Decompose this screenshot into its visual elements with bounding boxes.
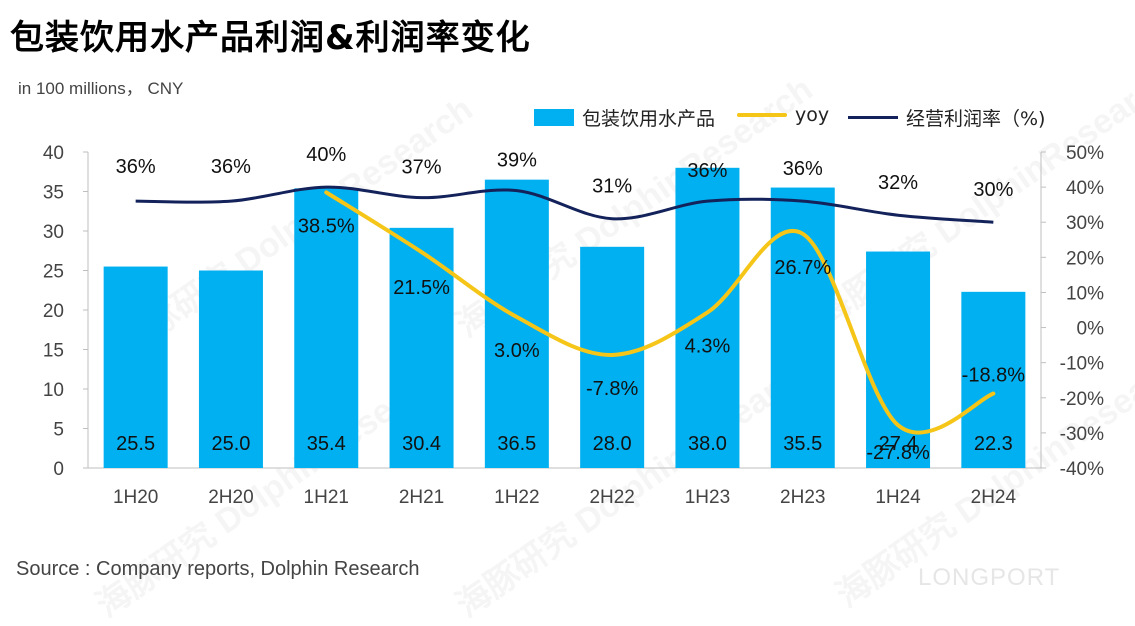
legend-swatch-margin	[848, 116, 898, 119]
combo-chart: 0 5 10 15 20 25 30 35 40 -40% -30% -20% -10% 0% 10% 20%…	[43, 143, 1105, 508]
bar	[198, 270, 263, 468]
right-axis-tick-label: -10%	[1060, 354, 1104, 375]
bar-value-label: 22.3	[974, 433, 1013, 455]
x-axis-tick-label: 1H23	[685, 487, 730, 508]
chart-title: 包装饮用水产品利润&利润率变化	[10, 18, 531, 58]
left-axis-tick-label: 30	[43, 222, 64, 243]
yoy-data-label: -7.8%	[586, 378, 638, 400]
bar-value-label: 25.5	[116, 433, 155, 455]
right-axis-tick-label: 10%	[1066, 283, 1104, 304]
right-axis-tick-label: 20%	[1066, 248, 1104, 269]
x-axis-tick-label: 2H20	[208, 487, 253, 508]
right-axis-tick-label: -20%	[1060, 389, 1104, 410]
bar	[103, 266, 168, 468]
x-axis-tick-label: 2H21	[399, 487, 444, 508]
source-note: Source : Company reports, Dolphin Resear…	[16, 558, 420, 580]
legend-item-bar: 包装饮用水产品	[534, 104, 715, 131]
bar	[580, 246, 645, 468]
left-axis-tick-label: 35	[43, 183, 64, 204]
yoy-data-label: 21.5%	[393, 277, 450, 299]
bar-value-label: 35.4	[307, 433, 346, 455]
left-axis-tick-label: 40	[43, 143, 64, 164]
legend-swatch-bar	[534, 109, 574, 126]
bar-value-label: 28.0	[593, 433, 632, 455]
margin-data-label: 36%	[783, 158, 823, 180]
yoy-data-label: 38.5%	[298, 215, 355, 237]
bar	[294, 188, 359, 468]
left-axis-tick-label: 10	[43, 380, 64, 401]
bar	[484, 179, 549, 468]
legend-label-margin: 经营利润率（%)	[906, 108, 1046, 130]
bar-value-label: 25.0	[211, 433, 250, 455]
legend-item-margin: 经营利润率（%)	[848, 104, 1045, 131]
left-axis-tick-label: 0	[53, 459, 64, 480]
margin-data-label: 36%	[116, 156, 156, 178]
legend-label-bar: 包装饮用水产品	[582, 108, 716, 130]
right-axis-tick-label: 30%	[1066, 213, 1104, 234]
right-axis-tick-label: -30%	[1060, 424, 1104, 445]
x-axis-tick-label: 1H21	[304, 487, 349, 508]
margin-data-label: 36%	[211, 156, 251, 178]
margin-data-label: 40%	[306, 144, 346, 166]
bar	[961, 291, 1026, 468]
margin-data-label: 31%	[592, 176, 632, 198]
yoy-data-label: 4.3%	[685, 335, 731, 357]
x-axis-tick-label: 1H22	[494, 487, 539, 508]
x-axis-tick-label: 2H24	[971, 487, 1017, 508]
bar-value-label: 36.5	[497, 433, 536, 455]
bar-value-label: 35.5	[783, 433, 822, 455]
x-axis-tick-label: 1H24	[875, 487, 921, 508]
right-axis-tick-label: 50%	[1066, 143, 1104, 164]
legend-swatch-yoy	[737, 113, 787, 117]
yoy-data-label: 26.7%	[774, 257, 831, 279]
yoy-data-label: -18.8%	[962, 365, 1026, 387]
left-axis-tick-label: 25	[43, 262, 64, 283]
right-axis-tick-label: 0%	[1077, 319, 1105, 340]
margin-data-label: 30%	[973, 179, 1013, 201]
bar-value-label: 30.4	[402, 433, 441, 455]
right-axis-tick-label: 40%	[1066, 178, 1104, 199]
margin-data-label: 36%	[687, 160, 727, 182]
x-axis-tick-label: 1H20	[113, 487, 158, 508]
bar	[770, 187, 835, 469]
margin-data-label: 32%	[878, 172, 918, 194]
x-axis-tick-label: 2H23	[780, 487, 825, 508]
x-axis-tick-label: 2H22	[589, 487, 634, 508]
right-axis-tick-label: -40%	[1060, 459, 1104, 480]
bar-value-label: 38.0	[688, 433, 727, 455]
legend-label-yoy: yoy	[795, 104, 830, 126]
bar-value-label: 27.4	[879, 433, 918, 455]
left-axis-tick-label: 5	[53, 420, 64, 441]
yoy-data-label: -27.8%	[866, 442, 930, 464]
bar	[389, 227, 454, 468]
yoy-line	[324, 190, 996, 435]
margin-line	[135, 185, 994, 224]
yoy-data-label: 3.0%	[494, 340, 540, 362]
left-axis-tick-label: 20	[43, 301, 64, 322]
unit-label: in 100 millions， CNY	[18, 79, 184, 98]
brand-logo: LONGPORT	[918, 564, 1061, 591]
margin-data-label: 39%	[497, 150, 537, 172]
bar	[675, 167, 740, 469]
legend-item-yoy: yoy	[737, 104, 829, 126]
margin-data-label: 37%	[402, 157, 442, 179]
left-axis-tick-label: 15	[43, 341, 64, 362]
